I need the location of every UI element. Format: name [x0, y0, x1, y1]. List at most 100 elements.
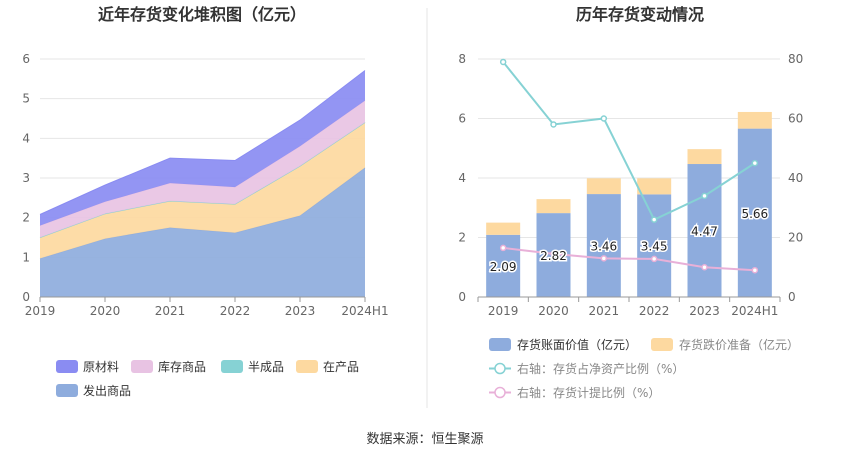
line-point-右轴：存货计提比例（%）: [701, 264, 708, 271]
left-x-tick-label: 2024H1: [341, 304, 388, 318]
bar-line-chart: 历年存货变动情况 2.092.823.46 3.454.475.66 2019 20…: [458, 5, 803, 400]
right-bar-labels: 2.09 2.82 3.46 3.45 4.47 5.66: [488, 205, 769, 275]
line-point-右轴：存货计提比例（%）: [600, 255, 608, 262]
legend-label-库存商品: 库存商品: [158, 359, 206, 374]
legend-label-存货账面价值（亿元）: 存货账面价值（亿元）: [517, 337, 637, 352]
bar-存货跌价准备（亿元）-2024H1: [737, 111, 772, 129]
left-y-axis: 0 1 2 3 4 5 6: [22, 52, 30, 304]
left-y-tick-label: 2: [22, 211, 30, 225]
right-y2-tick-label: 80: [788, 52, 803, 66]
right-y2-axis: 0 20 40 60 80: [788, 52, 803, 304]
right-y-tick-label: 4: [458, 171, 466, 185]
stacked-area-chart: 近年存货变化堆积图（亿元） 2019 2020 2021 2022 2023 2024H1…: [22, 5, 388, 398]
bar-data-label: 3.46: [590, 240, 617, 254]
left-y-tick-label: 3: [22, 171, 30, 185]
right-legend: 存货账面价值（亿元） 存货跌价准备（亿元） 右轴：存货占净资产比例（%） 右轴：存货计…: [489, 337, 799, 400]
legend-swatch-存货账面价值（亿元）: [489, 338, 511, 351]
right-grid: [478, 58, 780, 298]
bar-存货账面价值（亿元）-2022: [637, 194, 672, 297]
bar-data-label: 5.66: [741, 207, 768, 221]
bar-存货跌价准备（亿元）-2019: [486, 222, 521, 235]
area-series-库存商品: [40, 100, 365, 238]
legend-label-发出商品: 发出商品: [83, 383, 131, 398]
left-x-tick-label: 2019: [25, 304, 56, 318]
legend-label-原材料: 原材料: [83, 360, 119, 374]
bar-存货跌价准备（亿元）-2023: [687, 149, 722, 165]
line-point-右轴：存货占净资产比例（%）: [701, 192, 708, 200]
bar-存货账面价值（亿元）-2021: [586, 194, 621, 297]
line-右轴：存货占净资产比例（%）: [502, 61, 756, 221]
right-y2-tick-label: 60: [788, 112, 803, 126]
bar-存货跌价准备（亿元）-2020: [536, 199, 571, 214]
right-y2-tick-label: 0: [788, 290, 796, 304]
left-y-tick-label: 4: [22, 131, 30, 145]
line-point-右轴：存货计提比例（%）: [650, 255, 658, 263]
legend-swatch-半成品: [221, 360, 243, 373]
area-edge-半成品: [39, 122, 366, 238]
right-y2-tick-label: 20: [788, 231, 803, 245]
line-point-右轴：存货占净资产比例（%）: [751, 159, 759, 167]
line-point-右轴：存货计提比例（%）: [550, 250, 557, 258]
line-右轴：存货计提比例（%）: [503, 246, 755, 272]
left-y-tick-label: 5: [22, 92, 30, 106]
left-areas: [39, 70, 366, 297]
left-x-tick-label: 2021: [155, 304, 186, 318]
right-x-tick-label: 2021: [589, 304, 620, 318]
legend-swatch-存货跌价准备（亿元）: [651, 338, 673, 351]
right-x-tick-label: 2022: [639, 304, 670, 318]
source-note: 数据来源：恒生聚源: [366, 432, 483, 447]
right-x-axis: 2019 2020 2021 2022 2023 2024H1: [477, 296, 781, 318]
bar-存货跌价准备（亿元）-2022: [637, 178, 672, 195]
bar-存货跌价准备（亿元）-2021: [586, 178, 621, 195]
line-point-右轴：存货占净资产比例（%）: [550, 121, 557, 128]
line-point-右轴：存货计提比例（%）: [751, 266, 759, 274]
right-chart-title: 历年存货变动情况: [576, 5, 704, 24]
legend-swatch-发出商品: [56, 384, 78, 397]
line-point-右轴：存货占净资产比例（%）: [600, 115, 608, 122]
legend-label-在产品: 在产品: [323, 360, 359, 374]
right-y-tick-label: 2: [458, 231, 466, 245]
line-point-右轴：存货计提比例（%）: [499, 244, 507, 252]
area-series-在产品: [40, 122, 365, 259]
left-x-tick-label: 2020: [90, 304, 121, 318]
line-point-右轴：存货占净资产比例（%）: [650, 216, 658, 223]
bar-存货账面价值（亿元）-2023: [687, 164, 722, 297]
right-y-tick-label: 0: [458, 290, 466, 304]
left-x-axis: 2019 2020 2021 2022 2023 2024H1: [25, 296, 389, 318]
left-chart-title: 近年存货变化堆积图（亿元）: [98, 5, 306, 24]
legend-swatch-在产品: [296, 360, 318, 373]
line-point-右轴：存货占净资产比例（%）: [499, 58, 507, 66]
right-lines: [499, 58, 759, 274]
area-edge-原材料: [39, 70, 366, 215]
legend-label-存货跌价准备（亿元）: 存货跌价准备（亿元）: [679, 337, 799, 352]
right-y-axis: 0 2 4 6 8: [458, 52, 466, 304]
right-y-tick-label: 8: [458, 52, 466, 66]
left-y-tick-label: 0: [22, 290, 30, 304]
bar-data-label: 2.82: [540, 249, 567, 263]
left-x-tick-label: 2023: [285, 304, 316, 318]
legend-label-右轴：存货占净资产比例（%）: 右轴：存货占净资产比例（%）: [517, 361, 684, 376]
legend-swatch-库存商品: [131, 360, 153, 373]
legend-label-半成品: 半成品: [248, 360, 284, 374]
bar-data-label: 2.09: [490, 260, 517, 274]
left-x-tick-label: 2022: [220, 304, 251, 318]
right-y-tick-label: 6: [458, 112, 466, 126]
right-x-tick-label: 2019: [488, 304, 519, 318]
legend-swatch-原材料: [56, 360, 78, 373]
legend-label-右轴：存货计提比例（%）: 右轴：存货计提比例（%）: [517, 385, 660, 400]
right-y2-tick-label: 40: [788, 171, 803, 185]
left-y-tick-label: 6: [22, 52, 30, 66]
area-series-发出商品: [40, 167, 365, 297]
bar-data-label: 3.45: [641, 240, 668, 254]
legend-marker-右轴：存货占净资产比例（%）: [494, 362, 506, 375]
area-series-原材料: [40, 70, 365, 226]
right-x-tick-label: 2024H1: [731, 304, 778, 318]
bar-data-label: 4.47: [691, 225, 718, 239]
right-x-tick-label: 2023: [689, 304, 720, 318]
legend-marker-右轴：存货计提比例（%）: [494, 386, 506, 399]
left-y-tick-label: 1: [22, 250, 30, 264]
right-x-tick-label: 2020: [538, 304, 569, 318]
